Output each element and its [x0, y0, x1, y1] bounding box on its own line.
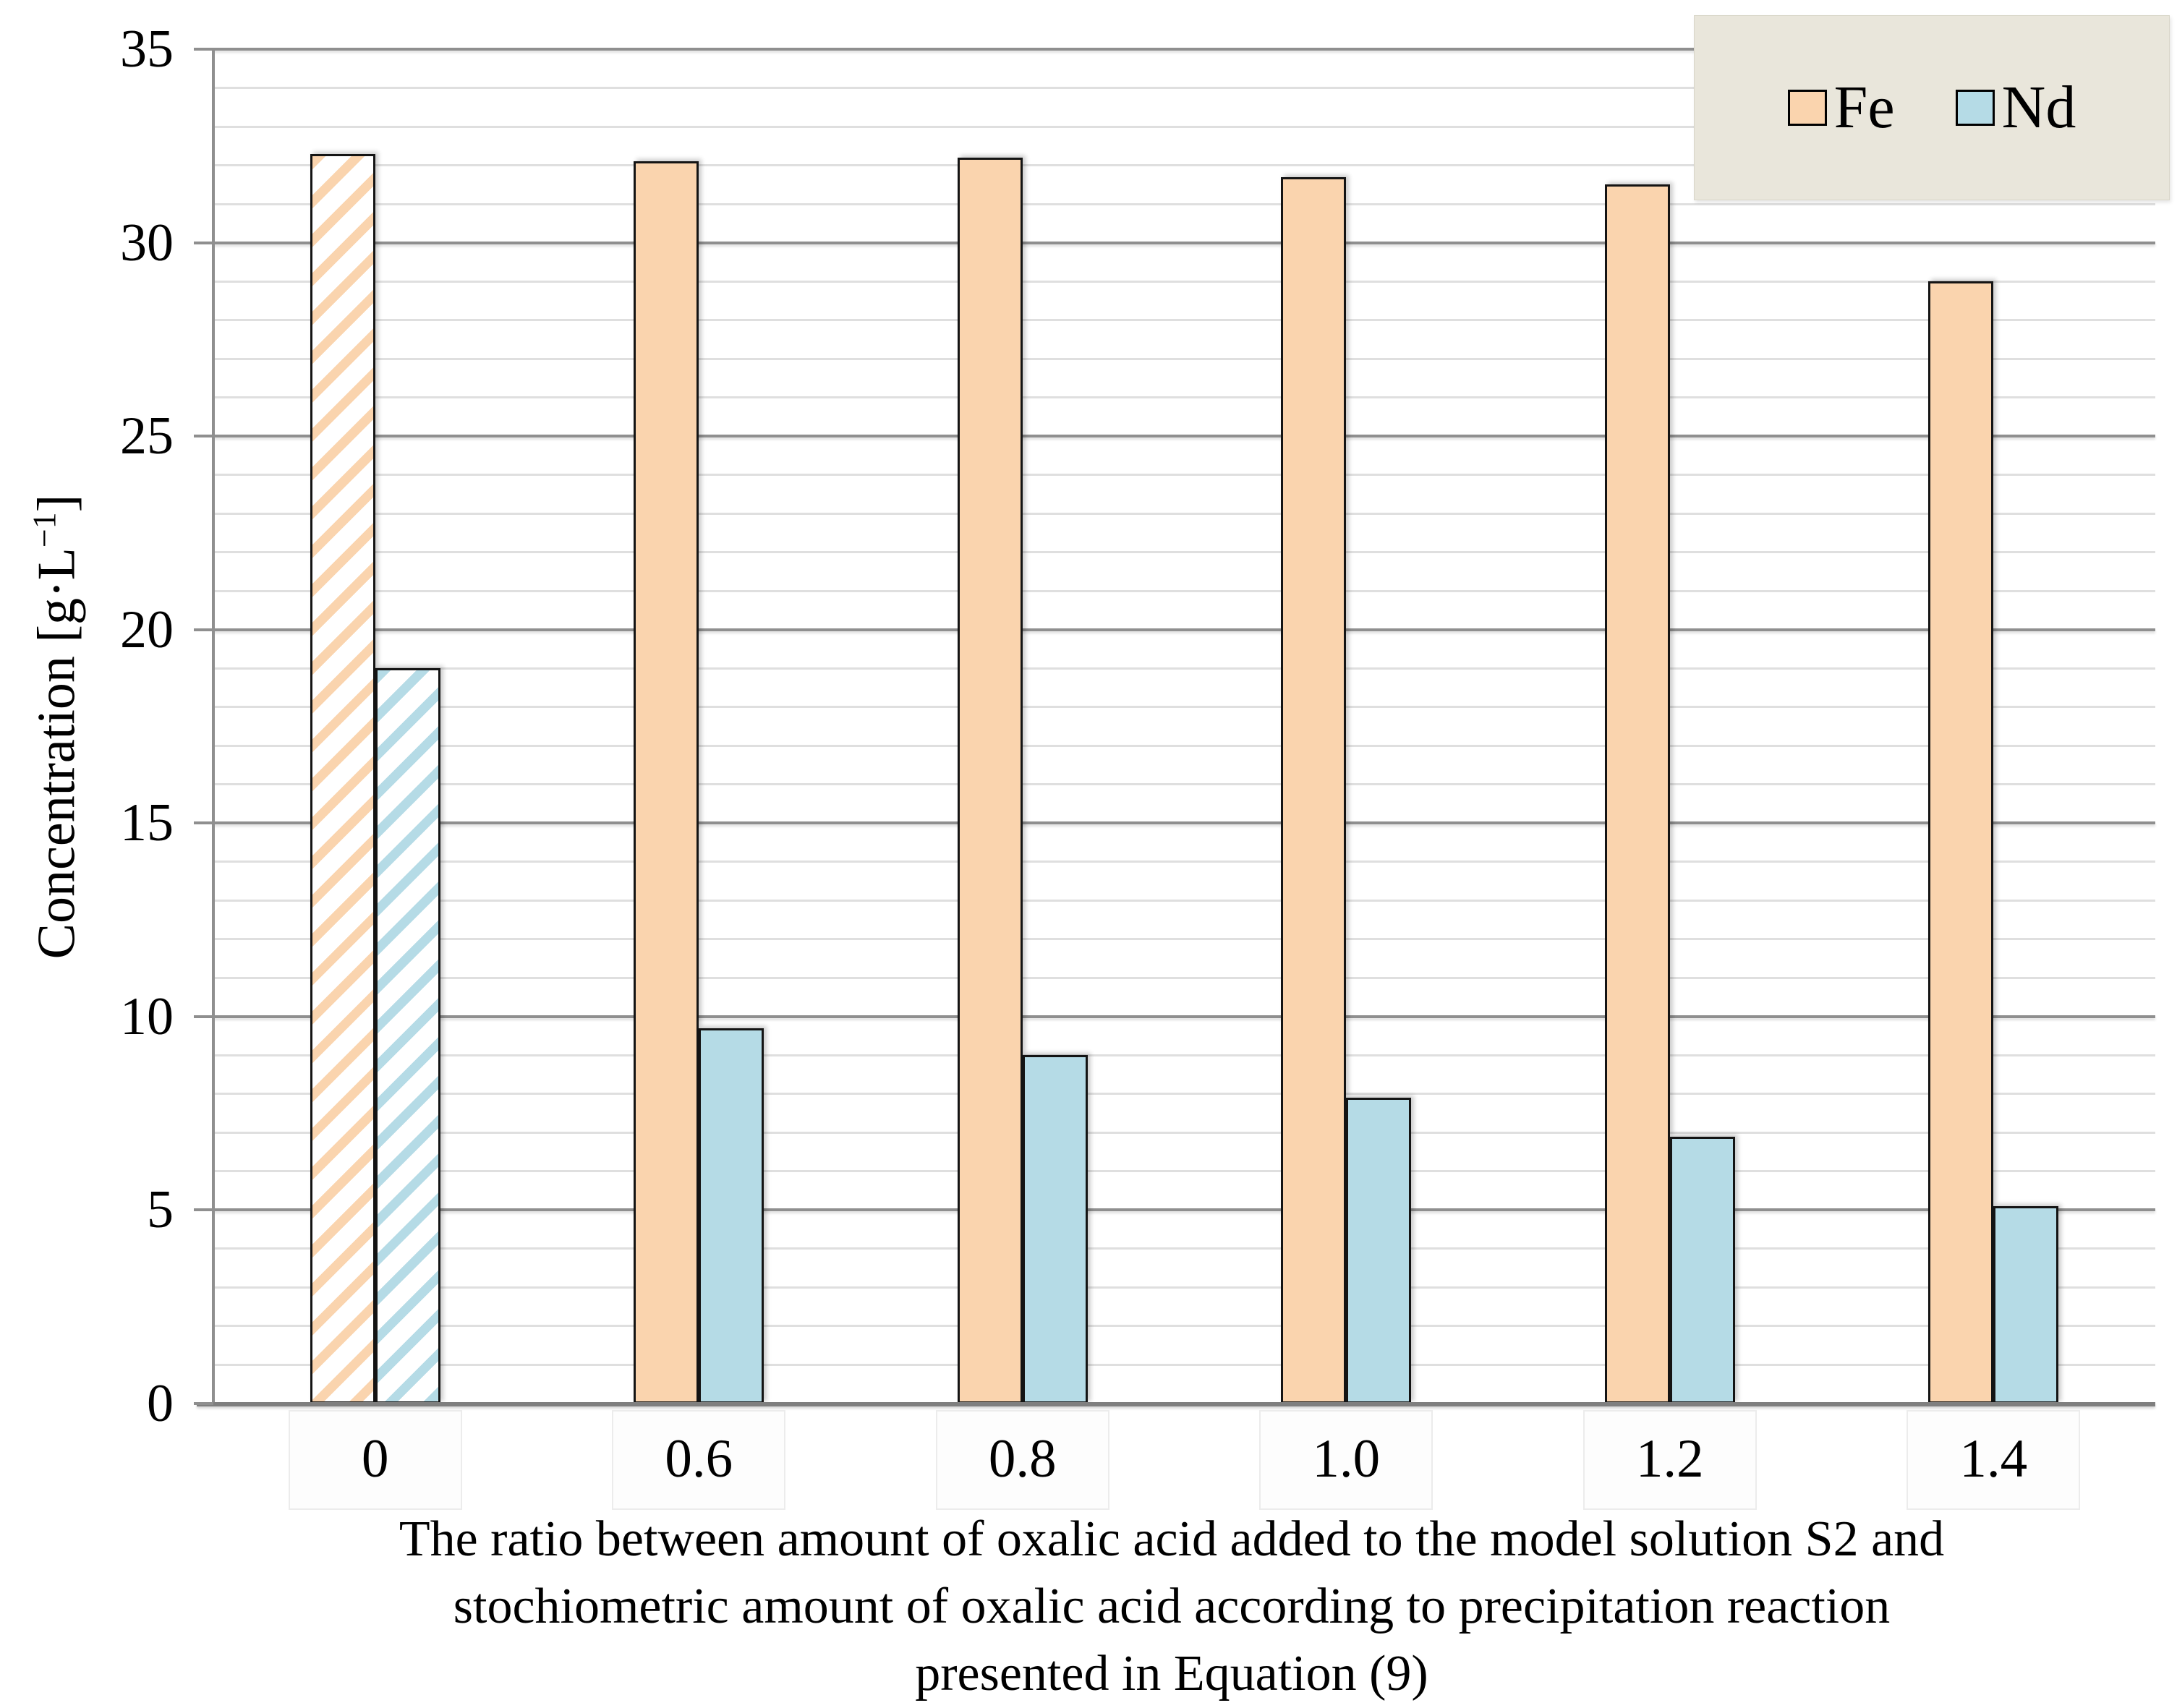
minor-gridline-16 — [213, 783, 2155, 786]
minor-gridline-9 — [213, 1054, 2155, 1056]
x-tick-label-box-1.4: 1.4 — [1907, 1410, 2081, 1510]
x-tick-label-1.0: 1.0 — [1312, 1429, 1381, 1489]
caption-line-1: The ratio between amount of oxalic acid … — [399, 1511, 1945, 1567]
y-axis-line — [212, 49, 215, 1404]
minor-gridline-8 — [213, 1093, 2155, 1096]
y-tick-label-25: 25 — [120, 406, 174, 466]
minor-gridline-29 — [213, 280, 2155, 283]
y-tick-label-5: 5 — [147, 1180, 174, 1240]
y-tick-label-35: 35 — [120, 20, 174, 79]
y-tick-mark-15 — [194, 821, 213, 825]
y-tick-label-20: 20 — [120, 599, 174, 659]
legend: Fe Nd — [1694, 15, 2170, 200]
minor-gridline-28 — [213, 319, 2155, 322]
minor-gridline-24 — [213, 474, 2155, 477]
major-gridline-10 — [213, 1015, 2155, 1018]
bar-nd-0.8 — [1022, 1055, 1088, 1404]
minor-gridline-13 — [213, 899, 2155, 902]
bar-nd-0.6 — [699, 1028, 764, 1404]
major-gridline-5 — [213, 1208, 2155, 1212]
minor-gridline-12 — [213, 938, 2155, 941]
bar-fe-1.2 — [1604, 184, 1670, 1404]
bar-fe-1.4 — [1928, 281, 1994, 1404]
legend-item-nd: Nd — [1955, 74, 2076, 141]
minor-gridline-33 — [213, 125, 2155, 128]
y-tick-mark-30 — [194, 241, 213, 244]
legend-label-nd: Nd — [2001, 74, 2076, 141]
x-tick-label-0: 0 — [362, 1429, 389, 1489]
minor-gridline-3 — [213, 1286, 2155, 1289]
minor-gridline-6 — [213, 1170, 2155, 1173]
legend-swatch-fe-icon — [1787, 90, 1827, 126]
y-tick-mark-20 — [194, 628, 213, 631]
y-tick-label-0: 0 — [147, 1374, 174, 1433]
major-gridline-25 — [213, 435, 2155, 438]
y-tick-mark-10 — [194, 1015, 213, 1018]
legend-item-fe: Fe — [1787, 74, 1895, 141]
minor-gridline-27 — [213, 357, 2155, 360]
minor-gridline-19 — [213, 667, 2155, 670]
bar-nd-0-hatched — [375, 668, 440, 1404]
minor-gridline-14 — [213, 861, 2155, 863]
y-tick-mark-35 — [194, 48, 213, 51]
minor-gridline-2 — [213, 1325, 2155, 1328]
major-gridline-15 — [213, 821, 2155, 825]
minor-gridline-4 — [213, 1247, 2155, 1250]
bar-nd-1.2 — [1669, 1136, 1735, 1404]
minor-gridline-18 — [213, 706, 2155, 709]
major-gridline-30 — [213, 241, 2155, 244]
major-gridline-20 — [213, 628, 2155, 631]
x-tick-label-box-1.2: 1.2 — [1582, 1410, 1757, 1510]
caption-line-2: stochiometric amount of oxalic acid acco… — [453, 1579, 1891, 1634]
y-axis-title-close: ] — [27, 494, 87, 513]
x-tick-label-box-0: 0 — [288, 1410, 462, 1510]
y-axis-title: Concentration [g·L−1] — [25, 495, 88, 960]
y-tick-mark-0 — [194, 1402, 213, 1405]
y-tick-label-30: 30 — [120, 213, 174, 273]
bar-nd-1.4 — [1993, 1206, 2059, 1404]
x-axis-line — [197, 1402, 2155, 1406]
minor-gridline-34 — [213, 87, 2155, 90]
minor-gridline-1 — [213, 1364, 2155, 1366]
bar-fe-1.0 — [1281, 176, 1347, 1404]
bar-fe-0.6 — [634, 161, 699, 1404]
minor-gridline-11 — [213, 976, 2155, 979]
bar-fe-0-hatched — [310, 153, 375, 1404]
minor-gridline-31 — [213, 202, 2155, 205]
minor-gridline-7 — [213, 1131, 2155, 1134]
plot-area — [213, 48, 2155, 1404]
x-tick-label-box-1.0: 1.0 — [1259, 1410, 1433, 1510]
y-tick-label-10: 10 — [120, 986, 174, 1046]
caption-line-3: presented in Equation (9) — [915, 1646, 1428, 1701]
x-axis-caption: The ratio between amount of oxalic acid … — [166, 1506, 2177, 1707]
minor-gridline-23 — [213, 512, 2155, 515]
y-tick-label-15: 15 — [120, 793, 174, 853]
legend-label-fe: Fe — [1833, 74, 1895, 141]
minor-gridline-32 — [213, 164, 2155, 167]
minor-gridline-21 — [213, 589, 2155, 592]
major-gridline-35 — [213, 48, 2155, 51]
minor-gridline-17 — [213, 744, 2155, 747]
minor-gridline-22 — [213, 551, 2155, 554]
x-tick-label-box-0.6: 0.6 — [612, 1410, 786, 1510]
y-axis-title-superscript: −1 — [25, 512, 63, 548]
y-tick-mark-5 — [194, 1208, 213, 1212]
minor-gridline-26 — [213, 396, 2155, 399]
x-tick-label-1.2: 1.2 — [1635, 1429, 1704, 1489]
x-tick-label-box-0.8: 0.8 — [935, 1410, 1109, 1510]
x-tick-label-1.4: 1.4 — [1959, 1429, 2028, 1489]
x-tick-label-0.8: 0.8 — [988, 1429, 1057, 1489]
y-tick-mark-25 — [194, 435, 213, 438]
x-tick-label-0.6: 0.6 — [665, 1429, 733, 1489]
bar-nd-1.0 — [1346, 1098, 1412, 1404]
legend-swatch-nd-icon — [1955, 90, 1995, 126]
bar-fe-0.8 — [957, 157, 1023, 1404]
